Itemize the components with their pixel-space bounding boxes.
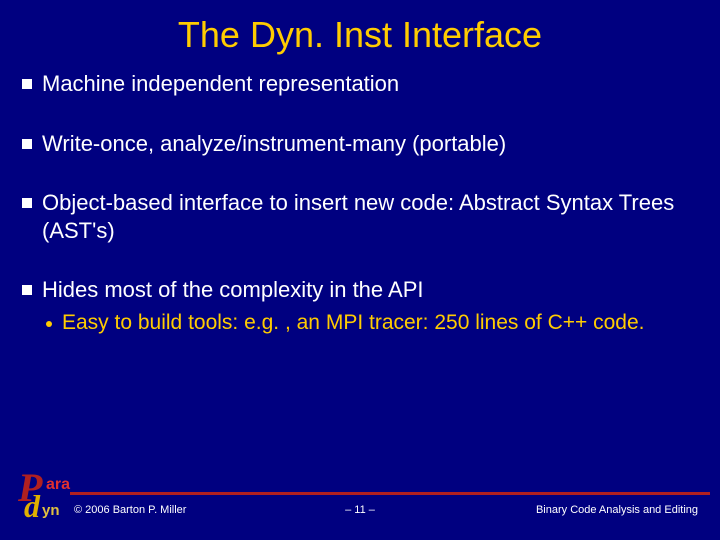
paradyn-logo: P ara d yn xyxy=(18,468,42,508)
sub-bullet-text: Easy to build tools: e.g. , an MPI trace… xyxy=(62,310,644,336)
bullet-item: Machine independent representation xyxy=(22,70,698,98)
bullet-text: Object-based interface to insert new cod… xyxy=(42,189,698,244)
square-bullet-icon xyxy=(22,79,32,89)
square-bullet-icon xyxy=(22,139,32,149)
slide-content: Machine independent representation Write… xyxy=(0,66,720,336)
slide-title: The Dyn. Inst Interface xyxy=(0,0,720,66)
bullet-text: Hides most of the complexity in the API xyxy=(42,276,424,304)
square-bullet-icon xyxy=(22,198,32,208)
sub-bullet-item: Easy to build tools: e.g. , an MPI trace… xyxy=(46,310,698,336)
bullet-text: Write-once, analyze/instrument-many (por… xyxy=(42,130,506,158)
bullet-item: Write-once, analyze/instrument-many (por… xyxy=(22,130,698,158)
bullet-text: Machine independent representation xyxy=(42,70,399,98)
square-bullet-icon xyxy=(22,285,32,295)
bullet-item: Hides most of the complexity in the API xyxy=(22,276,698,304)
slide-footer: P ara d yn © 2006 Barton P. Miller – 11 … xyxy=(0,462,720,540)
logo-text-ara: ara xyxy=(46,476,70,494)
dot-bullet-icon xyxy=(46,321,52,327)
footer-subtitle: Binary Code Analysis and Editing xyxy=(536,504,698,516)
footer-rule xyxy=(70,492,710,495)
bullet-item: Object-based interface to insert new cod… xyxy=(22,189,698,244)
